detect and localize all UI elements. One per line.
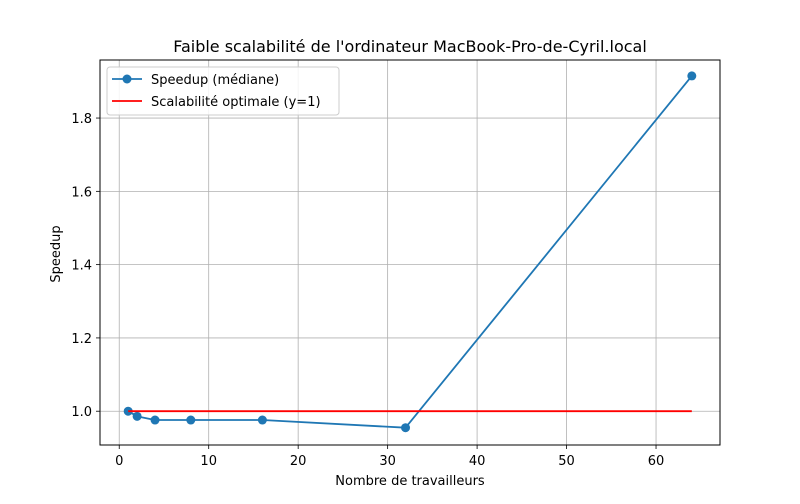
legend-label: Scalabilité optimale (y=1) [151,95,321,110]
y-tick-label: 1.6 [71,185,92,200]
data-point [132,411,142,421]
legend-swatch-marker [122,74,132,84]
data-point [401,423,411,433]
x-tick-label: 50 [558,454,575,469]
tick-layer: 0 10 20 30 40 50 60 1.0 1.2 1.4 1.6 1.8 [71,112,664,469]
y-axis-label: Speedup [49,225,64,282]
x-tick-label: 20 [290,454,307,469]
legend-label: Speedup (médiane) [151,73,279,88]
y-tick-label: 1.8 [71,112,92,127]
x-tick-label: 30 [379,454,396,469]
chart-title: Faible scalabilité de l'ordinateur MacBo… [173,37,647,56]
x-tick-label: 60 [648,454,665,469]
data-point [150,415,160,425]
y-tick-label: 1.2 [71,332,92,347]
y-tick-label: 1.4 [71,259,92,274]
x-axis-label: Nombre de travailleurs [335,474,485,489]
x-tick-label: 40 [469,454,486,469]
series-layer [123,71,697,433]
data-point [257,415,267,425]
y-tick-label: 1.0 [71,405,92,420]
data-point [186,415,196,425]
data-point [687,71,697,81]
plot-frame [99,59,721,446]
x-tick-label: 0 [115,454,123,469]
legend: Speedup (médiane) Scalabilité optimale (y… [106,66,340,116]
x-tick-label: 10 [200,454,217,469]
legend-box [106,66,340,116]
